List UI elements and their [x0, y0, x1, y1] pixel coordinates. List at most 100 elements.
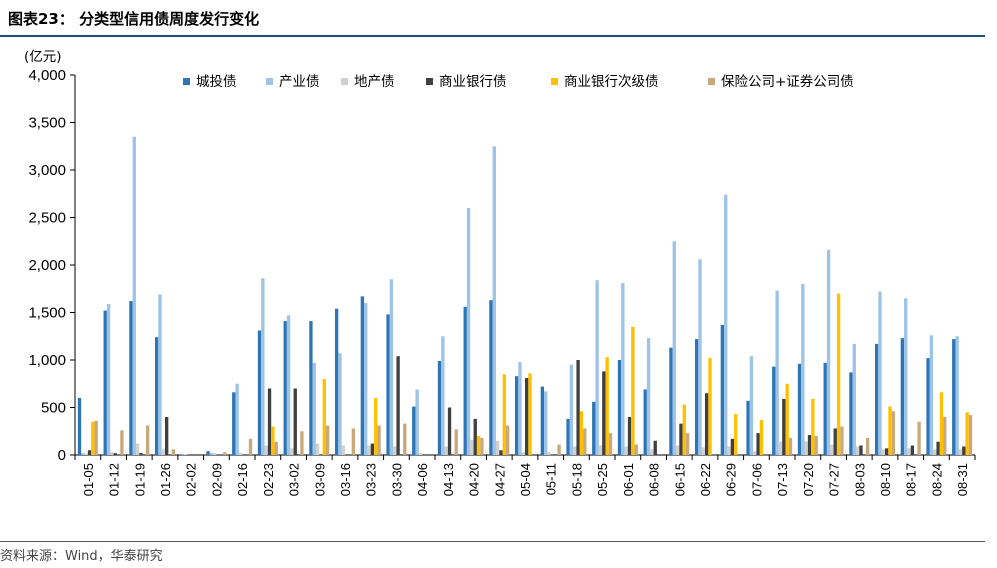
bar: [370, 443, 375, 455]
bar: [634, 444, 638, 455]
bar: [701, 447, 705, 455]
bar: [110, 452, 114, 455]
bar: [81, 453, 85, 455]
bar: [772, 366, 776, 455]
title-divider: [0, 35, 985, 37]
x-tick-label: 06-08: [647, 463, 662, 496]
bar: [248, 438, 253, 455]
legend-swatch: [266, 78, 273, 85]
y-tick-label: 1,000: [28, 352, 66, 369]
bar: [77, 398, 82, 455]
bar: [675, 445, 680, 455]
x-tick-label: 04-27: [492, 463, 507, 496]
bar: [643, 389, 647, 455]
bar: [904, 298, 908, 455]
bar: [91, 421, 95, 455]
legend: 城投债 产业债 地产债 商业银行债 商业银行次级债 保险公司+证券公司债: [183, 74, 854, 90]
bar: [367, 445, 371, 455]
x-tick-label: 02-09: [209, 463, 224, 496]
figure-header: 图表23： 分类型信用债周度发行变化: [0, 0, 997, 38]
bar: [238, 453, 243, 455]
x-tick-label: 02-23: [261, 463, 276, 496]
bar: [933, 449, 937, 455]
bar: [756, 433, 760, 455]
bar: [595, 280, 599, 455]
bar: [495, 440, 500, 455]
bar: [579, 411, 584, 455]
x-tick-label: 04-20: [467, 463, 482, 496]
bar: [804, 441, 808, 455]
bar: [139, 453, 143, 455]
source-note: 资料来源：Wind，华泰研究: [0, 549, 163, 564]
bar: [322, 379, 326, 455]
bar: [759, 419, 764, 455]
x-tick-label: 04-13: [441, 463, 456, 496]
bar: [797, 363, 802, 455]
bar: [489, 300, 493, 455]
bar: [466, 208, 471, 455]
bar: [775, 290, 779, 455]
bar: [415, 389, 419, 455]
bar: [672, 241, 676, 455]
bar: [917, 421, 921, 455]
bar: [441, 336, 445, 455]
figure-title: 图表23： 分类型信用债周度发行变化: [8, 10, 260, 28]
bar: [929, 335, 934, 455]
bar: [171, 449, 176, 455]
y-axis-unit-label: (亿元): [24, 49, 62, 65]
bar: [900, 338, 905, 455]
x-tick-label: 06-22: [698, 463, 713, 496]
bar: [283, 321, 287, 455]
bar: [566, 418, 570, 455]
bar: [849, 372, 853, 455]
x-tick-label: 03-16: [338, 463, 353, 496]
legend-swatch: [426, 78, 433, 85]
bar: [782, 398, 786, 455]
bar: [412, 406, 416, 455]
bar: [891, 411, 896, 455]
bar: [878, 291, 882, 455]
bar: [386, 314, 390, 455]
bar: [749, 356, 754, 455]
y-tick-label: 500: [41, 400, 66, 417]
bar: [859, 445, 863, 455]
bar: [264, 445, 268, 455]
bar: [286, 315, 291, 455]
bar: [807, 435, 812, 455]
bar: [885, 448, 889, 455]
y-tick-label: 0: [58, 447, 66, 464]
bar: [746, 400, 750, 455]
y-tick-label: 3,500: [28, 115, 66, 132]
bar: [965, 412, 969, 455]
bar: [145, 425, 150, 455]
bar: [833, 428, 837, 455]
legend-swatch: [341, 78, 348, 85]
bar: [309, 321, 313, 455]
bar: [557, 444, 561, 455]
bar: [753, 451, 757, 455]
bar: [811, 398, 815, 455]
bar: [958, 449, 963, 455]
bar: [826, 249, 831, 455]
x-tick-label: 03-30: [389, 463, 404, 496]
y-tick-label: 1,500: [28, 305, 66, 322]
bar: [943, 417, 947, 455]
axes: (亿元) 0 500 1,000 1,500 2,000 2,500 3,000 3,500 4,…: [24, 49, 976, 496]
bar: [132, 136, 136, 455]
bar: [505, 425, 510, 455]
bar: [840, 426, 844, 455]
bar: [334, 308, 339, 455]
bar: [418, 453, 423, 455]
x-tick-label: 03-09: [312, 463, 327, 496]
bar: [267, 388, 272, 455]
bar: [836, 293, 841, 455]
bar: [602, 371, 606, 455]
bar: [103, 310, 107, 455]
bar: [300, 431, 304, 455]
legend-label: 产业债: [279, 74, 320, 90]
bar: [926, 358, 930, 455]
bar: [209, 453, 214, 455]
bar: [617, 360, 622, 455]
bar: [525, 378, 529, 455]
bar: [518, 361, 522, 455]
